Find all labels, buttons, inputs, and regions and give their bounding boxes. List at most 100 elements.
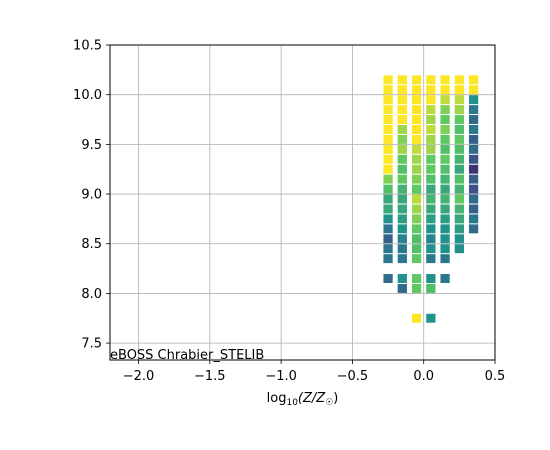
y-tick-label: 10.5 — [73, 39, 102, 54]
heatmap-cell — [426, 105, 436, 115]
heatmap-cell — [454, 95, 464, 105]
heatmap-cell — [468, 124, 479, 134]
x-tick-label: −1.5 — [194, 369, 226, 384]
heatmap-cell — [426, 194, 436, 204]
heatmap-cell — [397, 105, 407, 115]
heatmap-cell — [454, 115, 464, 124]
heatmap-cell — [440, 244, 450, 254]
heatmap-cell — [454, 75, 464, 85]
y-tick-label: 8.0 — [81, 287, 102, 302]
heatmap-cell — [440, 214, 450, 224]
heatmap-cell — [397, 164, 407, 174]
heatmap-cell — [454, 234, 464, 244]
heatmap-cell — [440, 164, 450, 174]
heatmap-cell — [411, 174, 422, 184]
x-tick-label: 0.0 — [413, 369, 434, 384]
heatmap-cell — [411, 144, 422, 154]
heatmap-cell — [411, 154, 422, 164]
axis-ticks: −2.0 −1.5 −1.0 −0.5 0.0 0.5 7.5 8.0 8.5 9.0 9.5 10.… — [73, 39, 505, 385]
heatmap-cell — [426, 224, 436, 234]
heatmap-cell — [383, 144, 393, 154]
heatmap-cell — [440, 144, 450, 154]
heatmap-cell — [411, 105, 422, 115]
heatmap-cell — [411, 313, 422, 323]
heatmap-cell — [411, 95, 422, 105]
heatmap-cell — [468, 214, 479, 224]
heatmap-cell — [440, 154, 450, 164]
y-tick-label: 9.5 — [81, 138, 102, 153]
heatmap-cell — [411, 274, 422, 283]
heatmap-cell — [468, 144, 479, 154]
heatmap-cell — [397, 124, 407, 134]
heatmap-cell — [426, 164, 436, 174]
heatmap-cell — [426, 254, 436, 264]
heatmap-cell — [383, 75, 393, 85]
heatmap-cell — [397, 95, 407, 105]
heatmap-cell — [426, 115, 436, 124]
heatmap-cell — [397, 274, 407, 283]
y-tick-label: 7.5 — [81, 337, 102, 352]
plot-frame — [109, 44, 496, 361]
heatmap-cell — [454, 134, 464, 144]
heatmap-cell — [426, 234, 436, 244]
chart-annotation: eBOSS Chrabier_STELIB — [110, 348, 264, 363]
heatmap-cell — [411, 134, 422, 144]
heatmap-cell — [383, 194, 393, 204]
heatmap-cell — [440, 254, 450, 264]
heatmap-cell — [411, 214, 422, 224]
heatmap-cell — [454, 105, 464, 115]
heatmap-cell — [411, 244, 422, 254]
heatmap-cell — [426, 214, 436, 224]
heatmap-cell — [411, 115, 422, 124]
x-axis-label-body: (Z/Z — [298, 391, 326, 406]
heatmap-cell — [454, 144, 464, 154]
heatmap-cell — [426, 144, 436, 154]
heatmap-cell — [397, 204, 407, 214]
heatmap-cell — [383, 184, 393, 194]
heatmap-cell — [383, 254, 393, 264]
heatmap-cell — [440, 95, 450, 105]
heatmap-cell — [440, 224, 450, 234]
heatmap-cell — [426, 85, 436, 95]
heatmap-cell — [426, 274, 436, 283]
heatmap-cells — [383, 75, 479, 323]
heatmap-cell — [397, 283, 407, 293]
heatmap-cell — [383, 164, 393, 174]
heatmap-cell — [454, 124, 464, 134]
heatmap-cell — [440, 124, 450, 134]
x-tick-label: −1.0 — [265, 369, 297, 384]
heatmap-cell — [468, 224, 479, 234]
heatmap-cell — [454, 164, 464, 174]
heatmap-cell — [397, 134, 407, 144]
heatmap-cell — [411, 204, 422, 214]
heatmap-cell — [397, 214, 407, 224]
heatmap-cell — [468, 204, 479, 214]
heatmap-cell — [454, 184, 464, 194]
heatmap-cell — [468, 134, 479, 144]
heatmap-cell — [397, 174, 407, 184]
heatmap-cell — [440, 204, 450, 214]
heatmap-cell — [383, 234, 393, 244]
heatmap-cell — [383, 124, 393, 134]
heatmap-cell — [397, 244, 407, 254]
heatmap-cell — [440, 184, 450, 194]
heatmap-cell — [411, 75, 422, 85]
x-axis-label: log10(Z/Z☉) — [267, 391, 339, 408]
heatmap-cell — [426, 124, 436, 134]
heatmap-cell — [383, 174, 393, 184]
heatmap-cell — [383, 224, 393, 234]
heatmap-cell — [397, 194, 407, 204]
heatmap-cell — [440, 174, 450, 184]
heatmap-cell — [426, 95, 436, 105]
heatmap-cell — [426, 184, 436, 194]
heatmap-cell — [440, 75, 450, 85]
x-tick-label: −2.0 — [123, 369, 155, 384]
heatmap-cell — [454, 224, 464, 234]
heatmap-cell — [454, 244, 464, 254]
heatmap-cell — [411, 224, 422, 234]
heatmap-cell — [397, 184, 407, 194]
heatmap-cell — [411, 124, 422, 134]
heatmap-cell — [454, 154, 464, 164]
heatmap-cell — [426, 244, 436, 254]
heatmap-cell — [468, 85, 479, 95]
